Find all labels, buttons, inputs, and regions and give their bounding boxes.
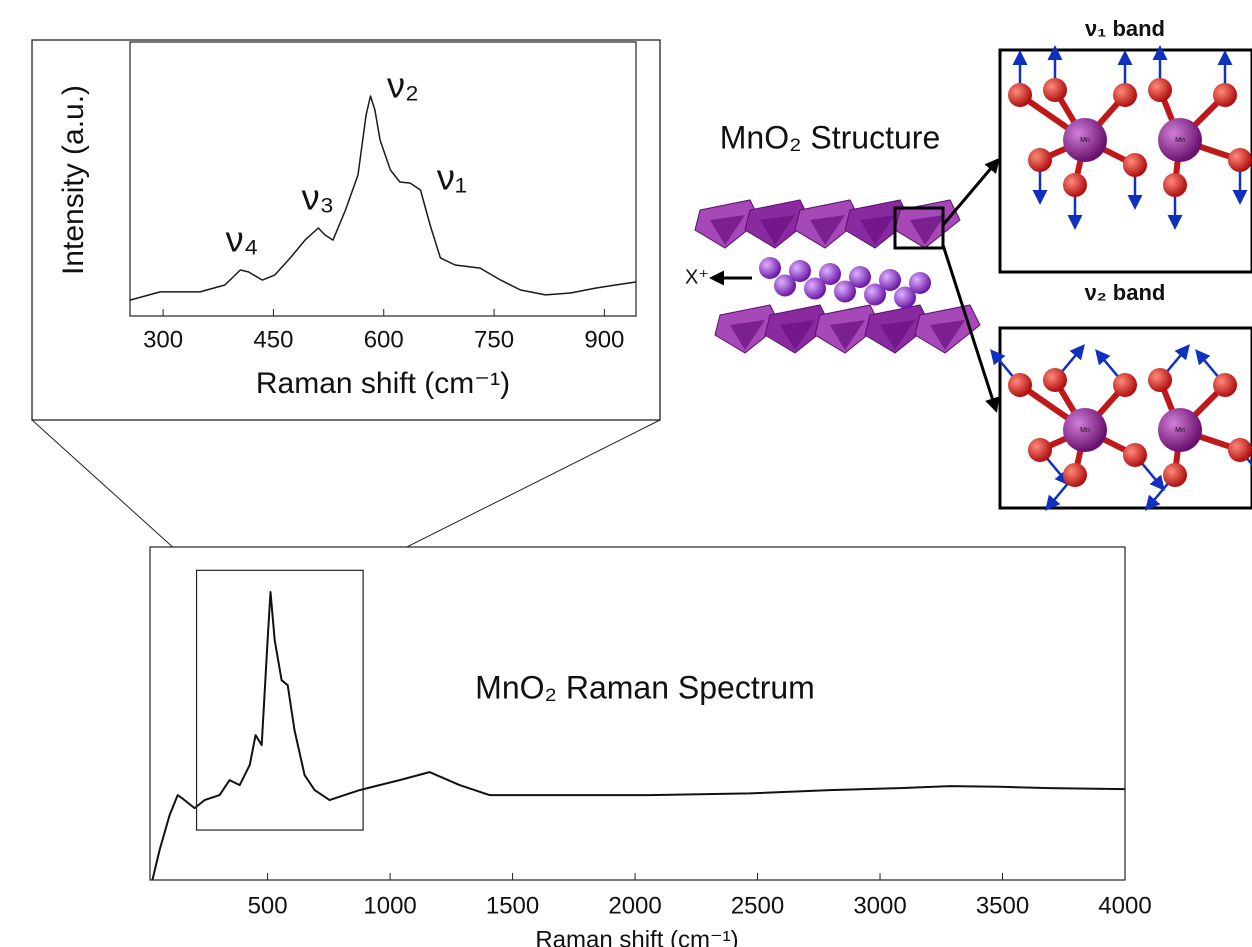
x-tick-label: 1000 xyxy=(363,892,416,919)
x-tick-label: 750 xyxy=(474,326,514,353)
oxygen-atom xyxy=(1213,83,1237,107)
chart-annotation: MnO₂ Raman Spectrum xyxy=(475,669,815,705)
oxygen-atom xyxy=(1043,78,1067,102)
ion-label: X⁺ xyxy=(685,266,709,288)
oxygen-atom xyxy=(1163,173,1187,197)
oxygen-atom xyxy=(1008,83,1032,107)
oxygen-atom xyxy=(1148,368,1172,392)
x-tick-label: 2500 xyxy=(731,892,784,919)
y-axis-label: Intensity (a.u.) xyxy=(57,85,90,275)
band-title: ν₁ band xyxy=(1085,16,1165,41)
x-tick-label: 600 xyxy=(364,326,404,353)
interlayer-ion xyxy=(789,260,811,282)
oxygen-atom xyxy=(1228,438,1252,462)
peak-label: ν₄ xyxy=(226,219,259,260)
oxygen-atom xyxy=(1063,173,1087,197)
x-tick-label: 300 xyxy=(143,326,183,353)
x-axis-label: Raman shift (cm⁻¹) xyxy=(256,367,510,400)
atom-label: Mn xyxy=(1080,137,1090,144)
x-tick-label: 450 xyxy=(253,326,293,353)
x-tick-label: 3500 xyxy=(976,892,1029,919)
oxygen-atom xyxy=(1163,463,1187,487)
peak-label: ν₂ xyxy=(387,65,419,106)
oxygen-atom xyxy=(1028,148,1052,172)
oxygen-atom xyxy=(1063,463,1087,487)
atom-label: Mn xyxy=(1080,427,1090,434)
x-tick-label: 1500 xyxy=(486,892,539,919)
peak-label: ν₁ xyxy=(437,157,467,198)
band-box xyxy=(1000,328,1252,508)
interlayer-ion xyxy=(819,263,841,285)
oxygen-atom xyxy=(1113,83,1137,107)
x-tick-label: 900 xyxy=(584,326,624,353)
oxygen-atom xyxy=(1228,148,1252,172)
link-arrow xyxy=(943,160,998,225)
oxygen-atom xyxy=(1213,373,1237,397)
interlayer-ion xyxy=(879,269,901,291)
structure-title: MnO₂ Structure xyxy=(720,119,940,155)
plot-frame xyxy=(130,42,636,316)
interlayer-ion xyxy=(759,257,781,279)
x-tick-label: 3000 xyxy=(853,892,906,919)
x-tick-label: 2000 xyxy=(608,892,661,919)
interlayer-ion xyxy=(909,272,931,294)
x-tick-label: 500 xyxy=(248,892,288,919)
oxygen-atom xyxy=(1123,153,1147,177)
oxygen-atom xyxy=(1028,438,1052,462)
oxygen-atom xyxy=(1008,373,1032,397)
x-axis-label: Raman shift (cm⁻¹) xyxy=(535,926,738,947)
oxygen-atom xyxy=(1123,443,1147,467)
atom-label: Mn xyxy=(1175,137,1185,144)
oxygen-atom xyxy=(1148,78,1172,102)
oxygen-atom xyxy=(1043,368,1067,392)
peak-label: ν₃ xyxy=(302,177,335,218)
band-title: ν₂ band xyxy=(1085,280,1166,305)
interlayer-ion xyxy=(849,266,871,288)
x-tick-label: 4000 xyxy=(1098,892,1151,919)
atom-label: Mn xyxy=(1175,427,1185,434)
figure: MnO₂ Structure X⁺ ν₁ band ν₂ band Mn Mn Mn… xyxy=(0,0,1252,947)
oxygen-atom xyxy=(1113,373,1137,397)
